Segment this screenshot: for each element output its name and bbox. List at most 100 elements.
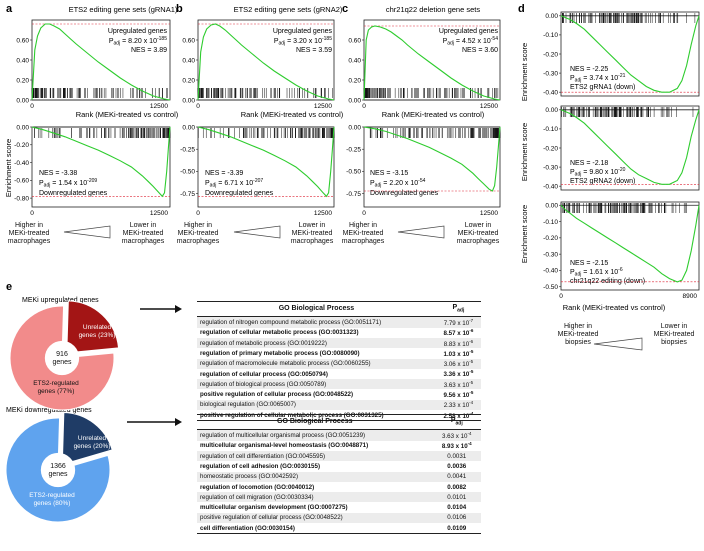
y-tick-label: -0.20 [543, 145, 558, 152]
b-down-nes: NES = -3.39 [205, 170, 243, 177]
go-down-process: regulation of cell differentiation (GO:0… [197, 450, 433, 462]
y-tick-label: 0.00 [16, 97, 29, 104]
go-up-row: regulation of cellular metabolic process… [197, 328, 481, 338]
go-up-padj: 9.56 x 10-5 [443, 390, 474, 400]
y-tick-label: -0.30 [543, 251, 558, 258]
gsea-plot-a-upper: 0.00 0.20 0.40 0.60 0 12500 [16, 19, 171, 110]
y-tick-label: -0.20 [543, 235, 558, 242]
go-down-process: cell differentiation (GO:0030154) [197, 523, 433, 535]
y-tick-label: 0.00 [182, 124, 195, 131]
y-tick-label: -0.20 [14, 142, 29, 149]
y-tick-label: 0.00 [348, 97, 361, 104]
go-down-row: regulation of cell differentiation (GO:0… [197, 450, 481, 462]
y-tick-label: -0.30 [543, 164, 558, 171]
pie-down-center-label: 1366 [50, 463, 66, 470]
y-tick-label: -0.25 [346, 147, 361, 154]
x-tick-label: 12500 [150, 210, 168, 217]
go-up-padj: 7.79 x 10-7 [435, 316, 481, 328]
go-up-process: regulation of cellular process (GO:00507… [200, 370, 328, 378]
go-up-padj: 2.33 x 10-4 [435, 399, 481, 411]
go-up-padj: 8.57 x 10-6 [443, 328, 474, 338]
x-tick-label: 0 [196, 103, 200, 110]
go-up-padj-header: Padj [435, 300, 481, 318]
x-tick-label: 12500 [150, 103, 168, 110]
b-up-padj: Padj = 3.20 x 10-185 [274, 36, 332, 47]
x-tick-label: 0 [362, 103, 366, 110]
a-up-nes: NES = 3.89 [131, 47, 167, 54]
c-up-genes-label: Upregulated genes [439, 28, 499, 35]
c-down-nes: NES = -3.15 [370, 170, 408, 177]
pie-up-ets2-label: genes (77%) [38, 388, 75, 395]
a-lower-label: Lower in MEKi-treated macrophages [122, 222, 165, 245]
y-tick-label: -0.75 [346, 191, 361, 198]
b-direction-wedge [233, 225, 281, 239]
go-down-process: multicellular organism development (GO:0… [200, 504, 348, 512]
panel-letter-d: d [518, 3, 525, 15]
go-up-process: regulation of cellular metabolic process… [200, 329, 359, 337]
go-down-padj: 0.0036 [447, 462, 467, 470]
x-tick-label: 12500 [480, 103, 498, 110]
c-up-padj: Padj = 4.52 x 10-54 [443, 36, 499, 47]
go-down-process: homeostatic process (GO:0042592) [197, 471, 433, 482]
go-up-process: biological regulation (GO:0065007) [197, 399, 436, 411]
y-tick-label: 0.40 [348, 57, 361, 64]
a-higher-label: Higher in MEKi-treated macrophages [8, 222, 51, 245]
y-tick-label: -0.75 [180, 191, 195, 198]
y-tick-label: -0.10 [543, 126, 558, 133]
go-up-padj: 3.06 x 10-5 [435, 358, 481, 369]
y-tick-label: -0.50 [346, 169, 361, 176]
go-up-row: positive regulation of cellular process … [197, 389, 481, 399]
y-tick-label: 0.00 [545, 203, 558, 210]
y-tick-label: -0.40 [543, 183, 558, 190]
go-up-process: regulation of metabolic process (GO:0019… [197, 337, 436, 349]
y-tick-label: -0.10 [543, 219, 558, 226]
xlabel-c: Rank (MEKi-treated vs control) [382, 110, 485, 119]
c-higher-label: Higher in MEKi-treated macrophages [342, 222, 385, 245]
d3-padj: Padj = 1.61 x 10-6 [570, 267, 623, 278]
y-tick-label: 0.40 [182, 57, 195, 64]
plot-frame [560, 201, 700, 291]
go-down-process: regulation of multicellular organismal p… [197, 429, 433, 441]
d1-padj: Padj = 3.74 x 10-21 [570, 73, 626, 84]
pie-up-ets2-label: ETS2-regulated [33, 380, 79, 387]
y-tick-label: 0.00 [348, 124, 361, 131]
gsea-plot-a-lower: 0.00 -0.20 -0.40 -0.60 -0.80 0 12500 [14, 124, 171, 217]
c-direction-wedge [397, 225, 445, 239]
y-tick-label: -0.40 [543, 268, 558, 275]
d1-set-label: ETS2 gRNA1 (down) [570, 84, 635, 91]
go-up-row: regulation of primary metabolic process … [197, 348, 481, 358]
pie-up-unrelated-label: genes (23%) [79, 332, 116, 339]
go-down-row: multicellular organism development (GO:0… [197, 502, 481, 512]
x-tick-label: 0 [30, 103, 34, 110]
y-tick-label: 0.00 [545, 13, 558, 20]
y-tick-label: -0.50 [543, 284, 558, 291]
b-up-genes-label: Upregulated genes [273, 28, 333, 35]
go-down-row: regulation of cell adhesion (GO:0030155)… [197, 461, 481, 471]
d-lower-label: Lower in MEKi-treated biopsies [654, 323, 695, 346]
y-tick-label: -0.20 [543, 51, 558, 58]
y-tick-label: 0.20 [182, 77, 195, 84]
y-tick-label: -0.60 [14, 178, 29, 185]
arrow-up-head [175, 305, 182, 313]
y-tick-label: -0.10 [543, 32, 558, 39]
b-down-padj: Padj = 6.71 x 10-207 [205, 178, 263, 189]
go-down-process: multicellular organismal-level homeostas… [200, 442, 369, 450]
y-tick-label: -0.80 [14, 195, 29, 202]
pie-down-ets2-label: ETS2-regulated [29, 492, 75, 499]
x-tick-label: 0 [30, 210, 34, 217]
go-down-row: regulation of cell migration (GO:0030334… [197, 492, 481, 503]
y-tick-label: -0.50 [180, 169, 195, 176]
go-down-padj: 8.93 x 10-4 [441, 441, 472, 451]
pie-hole [40, 452, 76, 488]
go-up-header: GO Biological Process [197, 300, 436, 318]
x-tick-label: 12500 [314, 210, 332, 217]
a-down-padj: Padj = 1.54 x 10-209 [39, 178, 97, 189]
y-tick-label: 0.60 [16, 37, 29, 44]
x-tick-label: 0 [362, 210, 366, 217]
gsea-plot-d-3: 0.00 -0.10 -0.20 -0.30 -0.40 -0.500 8900 [543, 201, 700, 300]
x-tick-label: 12500 [314, 103, 332, 110]
go-up-row: regulation of metabolic process (GO:0019… [197, 337, 481, 349]
enrichment-curve [31, 126, 171, 198]
enrichment-curve [560, 204, 700, 283]
